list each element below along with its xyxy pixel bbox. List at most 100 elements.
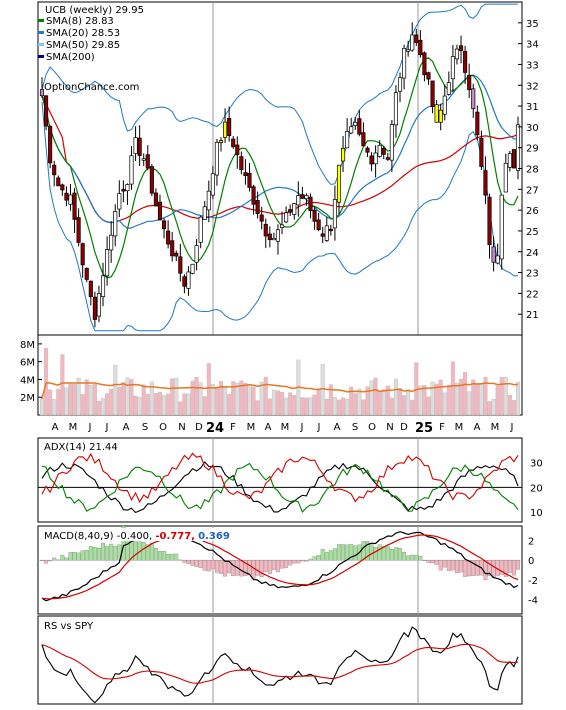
volume-bar [463, 372, 468, 416]
candle-body [341, 148, 346, 162]
ticker-label: UCB (weekly) 29.95 [45, 5, 144, 16]
macd-histogram-bar [471, 560, 476, 576]
macd-histogram-bar [438, 560, 443, 571]
candle-body [300, 194, 305, 199]
candle-body [133, 137, 138, 154]
macd-histogram-bar [48, 560, 53, 562]
macd-histogram-bar [259, 560, 264, 577]
macd-histogram-bar [202, 560, 207, 571]
macd-histogram-bar [511, 560, 516, 576]
macd-histogram-bar [80, 550, 85, 561]
candle-body [381, 147, 386, 155]
volume-bar [44, 348, 49, 416]
volume-bar [284, 397, 289, 416]
price-panel: 21 22 23 24 25 26 27 28 29 30 31 32 33 34 35 UCB (week… [37, 1, 539, 336]
volume-bar [341, 397, 346, 416]
macd-tick-label: -4 [528, 595, 538, 606]
macd-histogram-bar [450, 560, 455, 571]
volume-bar [227, 394, 232, 416]
volume-bar [516, 381, 521, 416]
candle-body [442, 95, 447, 115]
macd-histogram-bar [434, 560, 439, 565]
volume-bar [422, 385, 427, 416]
x-axis-label: M [247, 422, 256, 433]
macd-histogram-bar [44, 560, 49, 564]
volume-bar [194, 376, 199, 416]
candle-body [231, 138, 236, 148]
volume-bar [92, 383, 97, 416]
macd-tick-label: 2 [528, 537, 534, 548]
candle-body [393, 92, 398, 126]
macd-histogram-bar [149, 542, 154, 561]
macd-histogram-bar [304, 560, 309, 562]
price-tick-label: 30 [526, 123, 539, 134]
macd-histogram-bar [503, 560, 508, 577]
candle-body [247, 172, 252, 188]
macd-histogram-bar [381, 546, 386, 561]
volume-bar [157, 391, 162, 416]
macd-histogram-bar [121, 525, 126, 561]
volume-bar [105, 393, 110, 416]
candle-body [60, 184, 65, 191]
x-axis-label: S [352, 422, 358, 433]
volume-bar [198, 382, 203, 416]
rs-label: RS vs SPY [44, 621, 94, 632]
macd-histogram-bar [60, 554, 65, 561]
candle-body [296, 195, 301, 206]
x-axis-label: M [455, 422, 464, 433]
volume-bar [72, 384, 77, 416]
rs-panel: RS vs SPY [37, 615, 523, 705]
volume-bar [125, 377, 130, 416]
candle-body [117, 193, 122, 210]
price-tick-label: 24 [526, 248, 539, 259]
macd-histogram-bar [292, 560, 297, 564]
volume-bar [255, 400, 260, 416]
volume-bar [361, 399, 366, 416]
macd-panel: -4 -2 0 2 MACD(8,40,9) -0.400, -0.777, 0.36… [37, 525, 538, 615]
candle-body [507, 153, 512, 168]
macd-histogram-bar [223, 560, 228, 577]
volume-bar [121, 382, 126, 416]
candle-body [271, 237, 276, 241]
macd-histogram-bar [328, 550, 333, 561]
volume-tick-label: 8M [20, 340, 35, 351]
candle-body [422, 52, 427, 76]
adx-line [41, 461, 519, 514]
candle-body [328, 228, 333, 232]
volume-bar [145, 394, 150, 416]
volume-bar [80, 393, 85, 416]
macd-histogram-bar [341, 544, 346, 561]
macd-histogram-bar [349, 543, 354, 561]
candle-body [166, 230, 171, 245]
candle-body [275, 229, 281, 242]
macd-histogram-bar [68, 552, 73, 561]
volume-bar [247, 384, 252, 416]
volume-bar [182, 393, 187, 416]
volume-bar [206, 363, 211, 416]
volume-bar [365, 386, 370, 416]
candle-body [385, 157, 390, 160]
volume-bar [446, 385, 451, 416]
volume-bar [389, 397, 394, 416]
macd-histogram-bar [402, 552, 407, 561]
legend-swatch [38, 43, 44, 46]
macd-histogram-bar [365, 541, 370, 561]
macd-histogram-bar [507, 560, 512, 573]
macd-histogram-bar [267, 560, 272, 574]
volume-bar [190, 380, 195, 416]
volume-bar [113, 365, 118, 416]
candle-body [499, 194, 504, 260]
candle-body [357, 118, 362, 135]
macd-histogram-bar [76, 552, 81, 561]
macd-histogram-bar [487, 560, 492, 576]
volume-bar [52, 399, 57, 416]
candle-body [454, 48, 460, 60]
candle-body [243, 172, 248, 177]
x-axis-label: 24 [206, 421, 224, 436]
rs-lines [41, 626, 519, 704]
macd-histogram-bar [377, 544, 382, 561]
volume-bar [275, 390, 280, 416]
macd-histogram-bar [190, 560, 195, 566]
macd-histogram-bar [483, 560, 488, 580]
